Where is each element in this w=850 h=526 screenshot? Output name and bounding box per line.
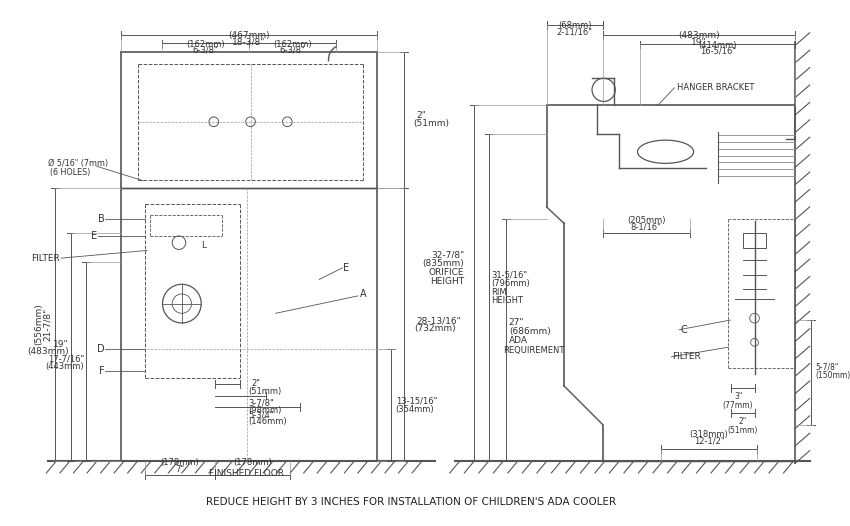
Text: RIM: RIM (491, 288, 507, 297)
Text: (686mm): (686mm) (509, 327, 551, 336)
Text: FILTER: FILTER (672, 352, 701, 361)
Text: (162mm): (162mm) (273, 40, 312, 49)
Text: 19": 19" (53, 340, 69, 349)
Text: 28-13/16": 28-13/16" (416, 316, 461, 325)
Text: 5-7/8": 5-7/8" (815, 362, 839, 371)
Text: (77mm): (77mm) (722, 401, 753, 410)
Text: 8-1/16": 8-1/16" (631, 222, 661, 232)
Bar (743, 233, 766, 248)
Text: Ø 5/16" (7mm): Ø 5/16" (7mm) (48, 159, 109, 168)
Text: (205mm): (205mm) (627, 216, 666, 225)
Text: (354mm): (354mm) (395, 404, 434, 413)
Text: (318mm): (318mm) (689, 430, 728, 439)
Text: HEIGHT: HEIGHT (430, 277, 464, 286)
Text: 18-3/8": 18-3/8" (232, 38, 266, 47)
Text: 6-3/8": 6-3/8" (192, 46, 218, 55)
Text: A: A (360, 289, 366, 299)
Text: 17-7/16": 17-7/16" (48, 355, 84, 363)
Text: (796mm): (796mm) (491, 279, 530, 288)
Text: (483mm): (483mm) (678, 31, 720, 40)
Text: (467mm): (467mm) (229, 31, 270, 40)
Text: E: E (343, 263, 349, 273)
Text: (6 HOLES): (6 HOLES) (50, 168, 91, 177)
Text: 7": 7" (175, 464, 184, 473)
Text: 32-7/8": 32-7/8" (431, 251, 464, 260)
Text: (732mm): (732mm) (414, 324, 456, 333)
Text: C: C (680, 325, 687, 335)
Text: 27": 27" (509, 318, 524, 328)
Text: 2": 2" (252, 379, 260, 388)
Text: 2": 2" (739, 417, 747, 426)
Text: (68mm): (68mm) (558, 22, 592, 31)
Text: 12-1/2": 12-1/2" (694, 437, 724, 446)
Text: ORIFICE: ORIFICE (429, 268, 464, 277)
Text: REDUCE HEIGHT BY 3 INCHES FOR INSTALLATION OF CHILDREN'S ADA COOLER: REDUCE HEIGHT BY 3 INCHES FOR INSTALLATI… (206, 497, 616, 507)
Text: (483mm): (483mm) (27, 348, 69, 357)
Text: (178mm): (178mm) (161, 458, 199, 467)
Text: ADA: ADA (509, 336, 528, 345)
Text: 21-7/8": 21-7/8" (42, 308, 52, 341)
Text: HEIGHT: HEIGHT (491, 296, 524, 305)
Text: (150mm): (150mm) (815, 371, 850, 380)
Text: 31-5/16": 31-5/16" (491, 270, 528, 279)
Text: 2-11/16": 2-11/16" (557, 27, 592, 36)
Text: (443mm): (443mm) (46, 362, 84, 371)
Text: F: F (99, 366, 105, 376)
Text: L: L (201, 241, 206, 250)
Text: D: D (97, 344, 105, 354)
Text: (51mm): (51mm) (728, 426, 758, 435)
Text: 19": 19" (691, 38, 706, 47)
Text: (51mm): (51mm) (248, 387, 282, 396)
Text: REQUIREMENT: REQUIREMENT (503, 346, 564, 355)
Text: FINISHED FLOOR: FINISHED FLOOR (209, 469, 284, 478)
Text: 6-3/8": 6-3/8" (280, 46, 305, 55)
Text: 5-3/4": 5-3/4" (248, 410, 274, 419)
Text: E: E (91, 231, 97, 241)
Text: 3": 3" (734, 392, 742, 401)
Text: (835mm): (835mm) (422, 259, 464, 268)
Text: FILTER: FILTER (31, 254, 60, 262)
Text: 2": 2" (416, 112, 426, 120)
Text: (162mm): (162mm) (186, 40, 224, 49)
Text: B: B (98, 215, 105, 225)
Text: (98mm): (98mm) (248, 406, 282, 414)
Text: (414mm): (414mm) (699, 41, 737, 50)
Text: (51mm): (51mm) (413, 119, 449, 128)
Text: (178mm): (178mm) (233, 458, 272, 467)
Text: 13-15/16": 13-15/16" (395, 397, 437, 406)
Text: (556mm): (556mm) (34, 304, 43, 345)
Text: HANGER BRACKET: HANGER BRACKET (677, 84, 755, 93)
Text: 16-5/16": 16-5/16" (700, 47, 736, 56)
Text: (146mm): (146mm) (248, 417, 287, 426)
Text: 3-7/8": 3-7/8" (248, 399, 275, 408)
